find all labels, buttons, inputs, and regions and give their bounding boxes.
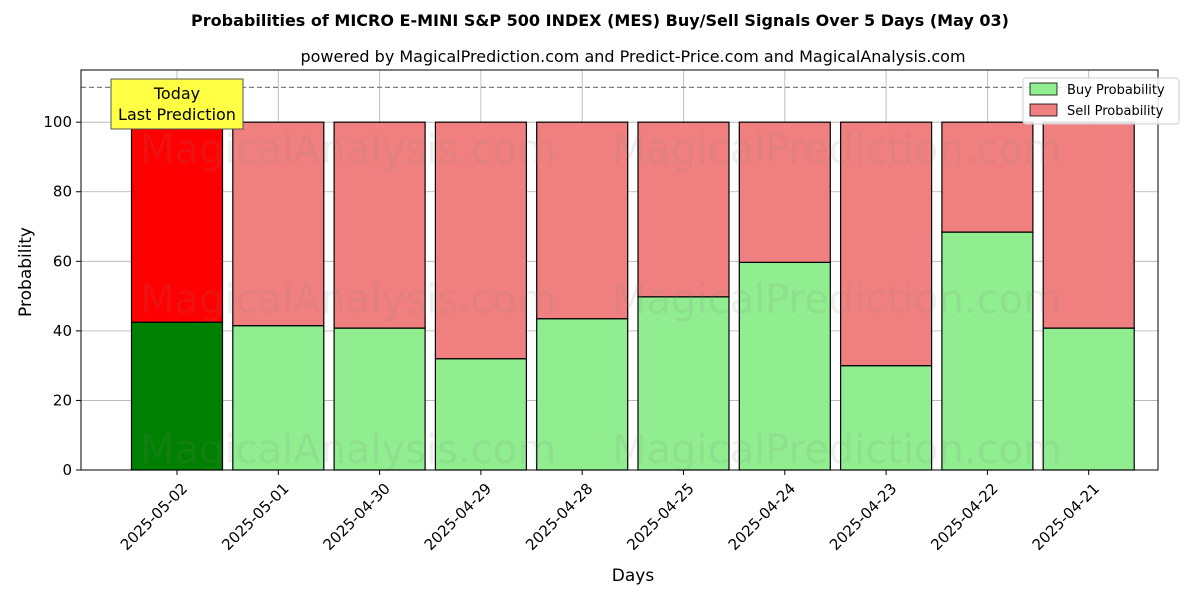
legend: Buy Probability Sell Probability [1022,77,1180,125]
buy-bar [1042,327,1135,471]
sell-bar [232,121,325,327]
x-tick-label: 2025-04-22 [927,480,1001,554]
sell-bar [130,121,224,323]
legend-swatch [1029,82,1058,96]
sell-bar [738,121,831,263]
buy-bar [536,318,629,471]
y-tick-label: 60 [53,252,72,270]
sell-bar [434,121,527,360]
x-tick-label: 2025-04-25 [623,480,697,554]
watermark-text: MagicalAnalysis.com [140,127,556,173]
x-tick-label: 2025-04-21 [1029,480,1103,554]
buy-bar [738,261,831,471]
x-tick-label: 2025-04-24 [725,480,799,554]
y-tick-label: 100 [43,113,72,131]
buy-bar [941,231,1034,471]
sell-bar [839,121,933,367]
watermark-text: MagicalPrediction.com [612,427,1062,473]
legend-box [1022,77,1180,125]
x-tick-label: 2025-05-02 [117,480,191,554]
x-axis-label: Days [612,566,655,586]
annotation-text: Last Prediction [118,105,236,124]
y-tick-label: 80 [53,183,72,201]
x-tick-label: 2025-04-29 [421,480,495,554]
buy-bar [333,327,426,471]
y-axis-ticks: 0 20 40 60 80 100 [43,113,81,479]
x-tick-label: 2025-04-30 [319,480,393,554]
sell-bar [333,121,426,329]
buy-bar [839,365,933,471]
today-annotation: Today Last Prediction [110,78,244,130]
watermark-text: MagicalPrediction.com [612,127,1062,173]
x-tick-label: 2025-05-01 [218,480,292,554]
buy-bar [130,321,224,471]
plot-frame [80,69,1159,471]
y-axis-label: Probability [16,227,36,317]
y-tick-label: 40 [53,322,72,340]
watermark-text: MagicalPrediction.com [612,277,1062,323]
x-axis-ticks: 2025-05-02 2025-05-01 2025-04-30 2025-04-29… [117,470,1103,554]
legend-label: Sell Probability [1067,104,1164,119]
y-tick-label: 20 [53,391,72,409]
chart-subtitle: powered by MagicalPrediction.com and Pre… [300,47,965,66]
sell-bar [536,121,629,320]
buy-bar [637,296,730,471]
annotation-box [110,78,244,130]
y-tick-label: 0 [62,461,72,479]
x-tick-label: 2025-04-23 [826,480,900,554]
sell-bar [941,121,1034,233]
sell-bar [637,121,730,298]
annotation-text: Today [153,84,200,103]
watermark-text: MagicalAnalysis.com [140,277,556,323]
x-tick-label: 2025-04-28 [522,480,596,554]
chart-title: Probabilities of MICRO E-MINI S&P 500 IN… [191,11,1009,30]
watermarks: MagicalAnalysis.com MagicalPrediction.com… [140,127,1062,473]
bars [130,121,1135,471]
watermark-text: MagicalAnalysis.com [140,427,556,473]
sell-bar [1042,121,1135,329]
legend-label: Buy Probability [1067,83,1165,98]
legend-swatch [1029,103,1058,117]
